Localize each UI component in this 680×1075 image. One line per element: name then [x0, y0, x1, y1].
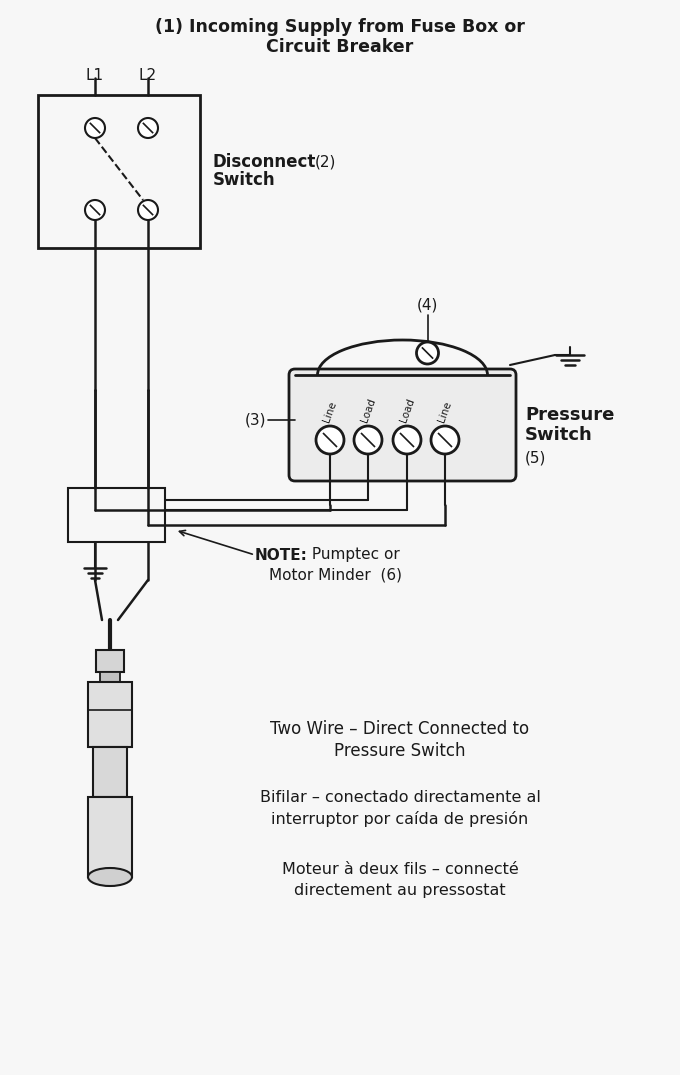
- Circle shape: [393, 426, 421, 454]
- Text: (2): (2): [315, 155, 337, 170]
- Text: (1) Incoming Supply from Fuse Box or: (1) Incoming Supply from Fuse Box or: [155, 18, 525, 35]
- Text: (3): (3): [244, 413, 266, 428]
- Circle shape: [85, 200, 105, 220]
- Circle shape: [138, 200, 158, 220]
- Text: Pumptec or: Pumptec or: [307, 547, 400, 562]
- Text: L1: L1: [86, 68, 104, 83]
- Text: Two Wire – Direct Connected to: Two Wire – Direct Connected to: [271, 720, 530, 739]
- Text: Pressure: Pressure: [525, 406, 614, 424]
- Circle shape: [431, 426, 459, 454]
- Text: Moteur à deux fils – connecté: Moteur à deux fils – connecté: [282, 862, 518, 877]
- Text: Load: Load: [359, 397, 377, 424]
- Text: Bifilar – conectado directamente al: Bifilar – conectado directamente al: [260, 790, 541, 805]
- Bar: [100, 672, 120, 682]
- Bar: [88, 682, 132, 747]
- Bar: [88, 797, 132, 877]
- Text: Load: Load: [398, 397, 416, 424]
- Text: directement au pressostat: directement au pressostat: [294, 883, 506, 898]
- Text: (4): (4): [417, 297, 438, 312]
- Text: Pressure Switch: Pressure Switch: [335, 742, 466, 760]
- Text: Motor Minder  (6): Motor Minder (6): [269, 568, 402, 583]
- Circle shape: [85, 118, 105, 138]
- Text: interruptor por caída de presión: interruptor por caída de presión: [271, 811, 528, 827]
- Circle shape: [138, 118, 158, 138]
- Text: (5): (5): [525, 450, 546, 465]
- Ellipse shape: [88, 868, 132, 886]
- Bar: [68, 488, 165, 542]
- FancyBboxPatch shape: [289, 369, 516, 481]
- Text: Line: Line: [437, 400, 454, 424]
- Circle shape: [416, 342, 439, 364]
- Bar: [38, 95, 200, 248]
- Text: NOTE:: NOTE:: [255, 547, 308, 562]
- Text: Line: Line: [322, 400, 339, 424]
- Circle shape: [354, 426, 382, 454]
- Text: Circuit Breaker: Circuit Breaker: [267, 38, 413, 56]
- Text: L2: L2: [139, 68, 157, 83]
- Text: Switch: Switch: [213, 171, 275, 189]
- Circle shape: [316, 426, 344, 454]
- Text: Switch: Switch: [525, 426, 593, 444]
- Text: Disconnect: Disconnect: [213, 153, 316, 171]
- Bar: [96, 650, 124, 672]
- Bar: [93, 747, 127, 797]
